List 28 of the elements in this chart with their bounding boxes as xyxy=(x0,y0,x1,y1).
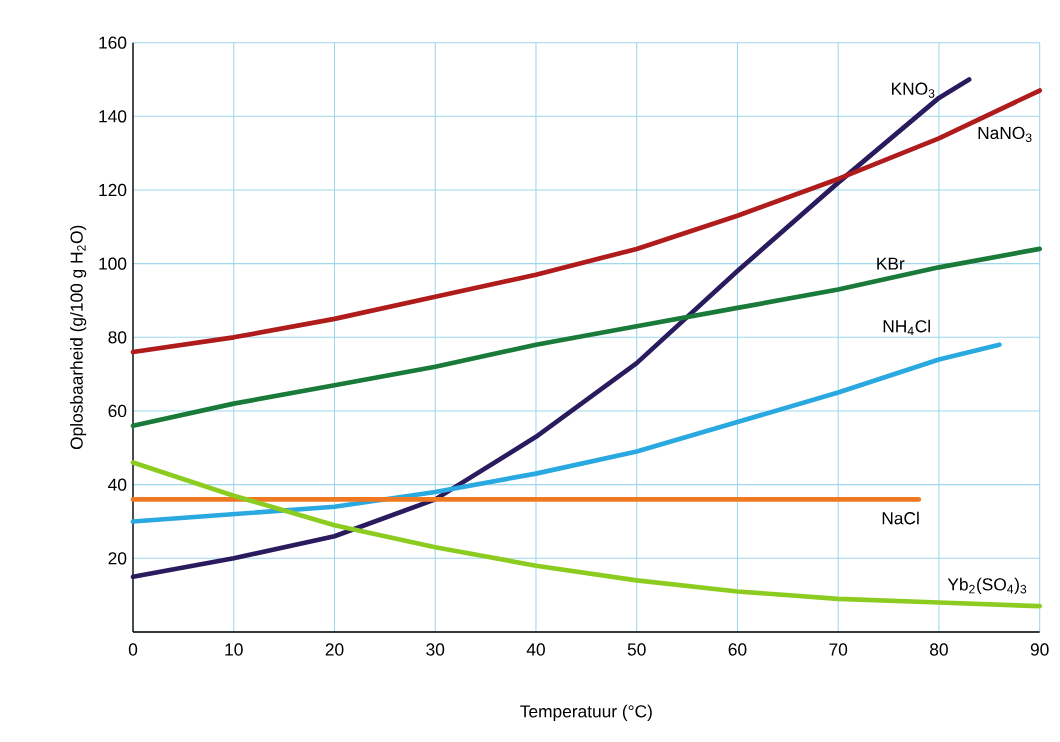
x-tick-label: 0 xyxy=(128,643,138,656)
series-label: Yb$_{2}$(SO$_{4}$)$_{3}$ xyxy=(947,577,1027,594)
y-tick-label: 80 xyxy=(108,331,127,344)
x-tick-label: 60 xyxy=(728,643,747,656)
line-series xyxy=(130,246,1043,429)
y-tick-label: 60 xyxy=(108,404,127,418)
series-label: KNO$_{3}$ xyxy=(892,82,935,98)
y-tick-label: 100 xyxy=(99,257,127,270)
series-label: NaCl xyxy=(882,511,919,525)
x-tick-label: 10 xyxy=(225,643,243,656)
y-tick-label: 20 xyxy=(108,552,127,565)
x-tick-label: 70 xyxy=(829,643,848,656)
series-label: KBr xyxy=(877,257,905,270)
y-axis-title: Oplosbaarheid (g/100 g H$_{2}$O) xyxy=(70,225,87,450)
x-tick-label: 20 xyxy=(325,643,344,656)
x-tick-label: 40 xyxy=(526,643,545,656)
x-tick-label: 30 xyxy=(426,643,445,656)
x-tick-label: 90 xyxy=(1030,643,1049,656)
x-axis-title: Temperatuur (°C) xyxy=(520,704,652,721)
y-tick-label: 160 xyxy=(99,36,127,49)
x-tick-label: 50 xyxy=(627,643,646,656)
y-tick-label: 40 xyxy=(108,478,127,491)
x-tick-label: 80 xyxy=(930,643,948,656)
series-label: NH$_{4}$Cl xyxy=(883,319,930,336)
y-tick-label: 120 xyxy=(99,183,127,197)
series-label: NaNO$_{3}$ xyxy=(978,126,1032,142)
y-tick-label: 140 xyxy=(99,110,127,123)
line-series xyxy=(130,460,1043,609)
